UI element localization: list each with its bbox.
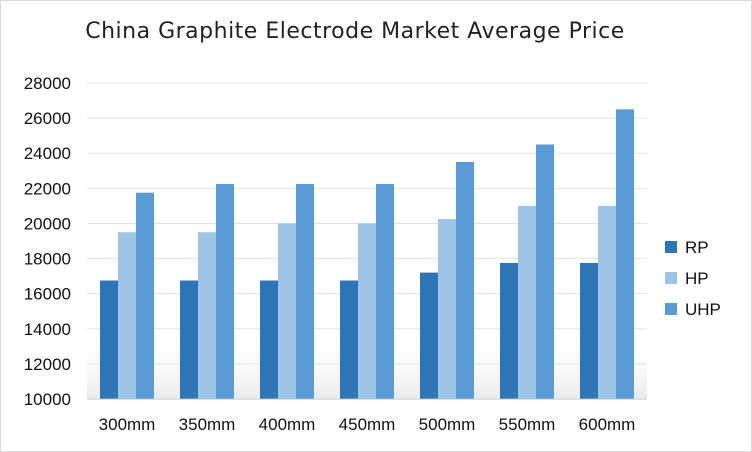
y-tick-label: 26000 (24, 109, 71, 128)
bar-rp-300mm (100, 280, 118, 399)
bar-hp-350mm (198, 232, 216, 399)
y-tick-label: 18000 (24, 250, 71, 269)
bar-uhp-500mm (456, 162, 474, 399)
bar-hp-400mm (278, 223, 296, 399)
x-tick-label: 400mm (259, 415, 316, 434)
x-tick-label: 300mm (99, 415, 156, 434)
bar-rp-500mm (420, 272, 438, 399)
bar-hp-600mm (598, 205, 616, 399)
bar-hp-450mm (358, 223, 376, 399)
x-axis-ticks: 300mm 350mm 400mm 450mm 500mm 550mm 600mm (99, 415, 636, 434)
y-tick-label: 28000 (24, 74, 71, 93)
legend-swatch-hp (665, 272, 677, 284)
y-tick-label: 24000 (24, 144, 71, 163)
legend-swatch-rp (665, 241, 677, 253)
bar-rp-350mm (180, 280, 198, 399)
bar-hp-500mm (438, 219, 456, 399)
bar-uhp-550mm (536, 144, 554, 399)
bar-rp-550mm (500, 262, 518, 399)
legend: RP HP UHP (665, 238, 721, 319)
bar-rp-600mm (580, 262, 598, 399)
legend-label-rp: RP (685, 238, 709, 257)
bar-uhp-450mm (376, 183, 394, 399)
y-axis-ticks: 10000 12000 14000 16000 18000 20000 22000 24000… (24, 74, 71, 409)
y-tick-label: 14000 (24, 320, 71, 339)
bar-hp-550mm (518, 205, 536, 399)
bar-uhp-600mm (616, 109, 634, 399)
y-tick-label: 20000 (24, 214, 71, 233)
y-tick-label: 16000 (24, 285, 71, 304)
x-tick-label: 350mm (179, 415, 236, 434)
y-tick-label: 12000 (24, 355, 71, 374)
y-tick-label: 22000 (24, 179, 71, 198)
legend-label-uhp: UHP (685, 300, 721, 319)
bar-uhp-300mm (136, 192, 154, 399)
bars (100, 109, 634, 399)
legend-label-hp: HP (685, 269, 709, 288)
bar-rp-400mm (260, 280, 278, 399)
bar-rp-450mm (340, 280, 358, 399)
x-tick-label: 450mm (339, 415, 396, 434)
x-tick-label: 500mm (419, 415, 476, 434)
bar-hp-300mm (118, 232, 136, 399)
x-tick-label: 600mm (579, 415, 636, 434)
x-tick-label: 550mm (499, 415, 556, 434)
chart-title: China Graphite Electrode Market Average … (85, 19, 625, 44)
bar-uhp-350mm (216, 183, 234, 399)
legend-swatch-uhp (665, 303, 677, 315)
bar-uhp-400mm (296, 183, 314, 399)
y-tick-label: 10000 (24, 390, 71, 409)
